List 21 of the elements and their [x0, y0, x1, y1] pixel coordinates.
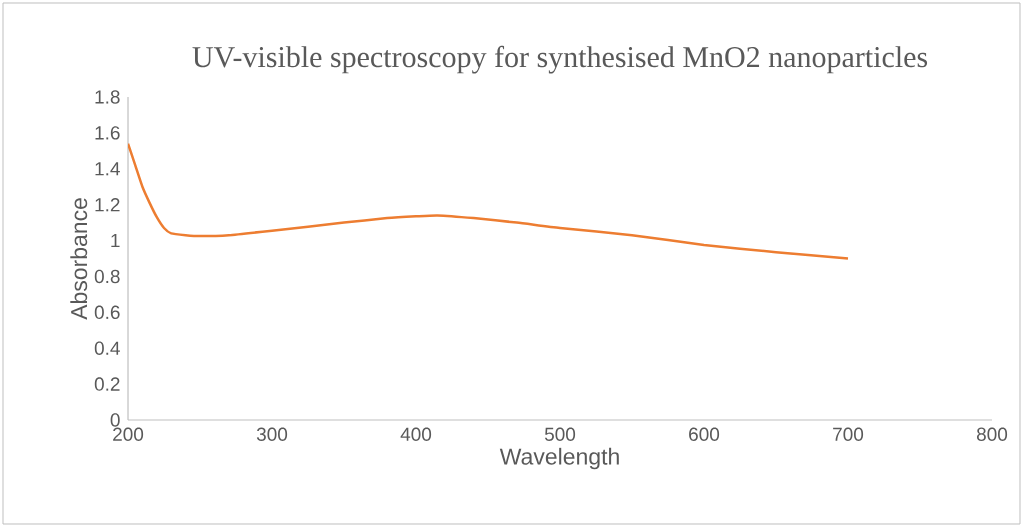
x-tick-label: 200 [113, 427, 144, 441]
x-tick-label: 500 [544, 427, 576, 441]
y-tick-label: 1.6 [95, 126, 120, 140]
y-tick-label: 1.2 [95, 198, 120, 212]
y-tick-label: 1 [111, 234, 120, 248]
x-tick-label: 800 [976, 427, 1008, 441]
y-tick-label: 0.4 [94, 341, 120, 355]
x-tick-label: 600 [689, 427, 720, 441]
chart-title: UV-visible spectroscopy for synthesised MnO2 nanoparticles [192, 45, 928, 74]
x-tick-label: 700 [833, 427, 864, 441]
y-tick-label: 1.4 [95, 162, 120, 176]
y-axis-title: Absorbance [70, 198, 88, 320]
y-tick-label: 0.2 [94, 377, 120, 391]
y-tick-label: 0 [110, 413, 120, 427]
x-axis-title: Wavelength [499, 447, 619, 470]
x-tick-label: 300 [256, 427, 288, 441]
y-tick-label: 1.8 [95, 90, 120, 104]
x-tick-label: 400 [400, 427, 432, 441]
y-tick-label: 0.8 [94, 269, 120, 284]
y-tick-label: 0.6 [94, 305, 120, 320]
line-series [128, 142, 850, 260]
